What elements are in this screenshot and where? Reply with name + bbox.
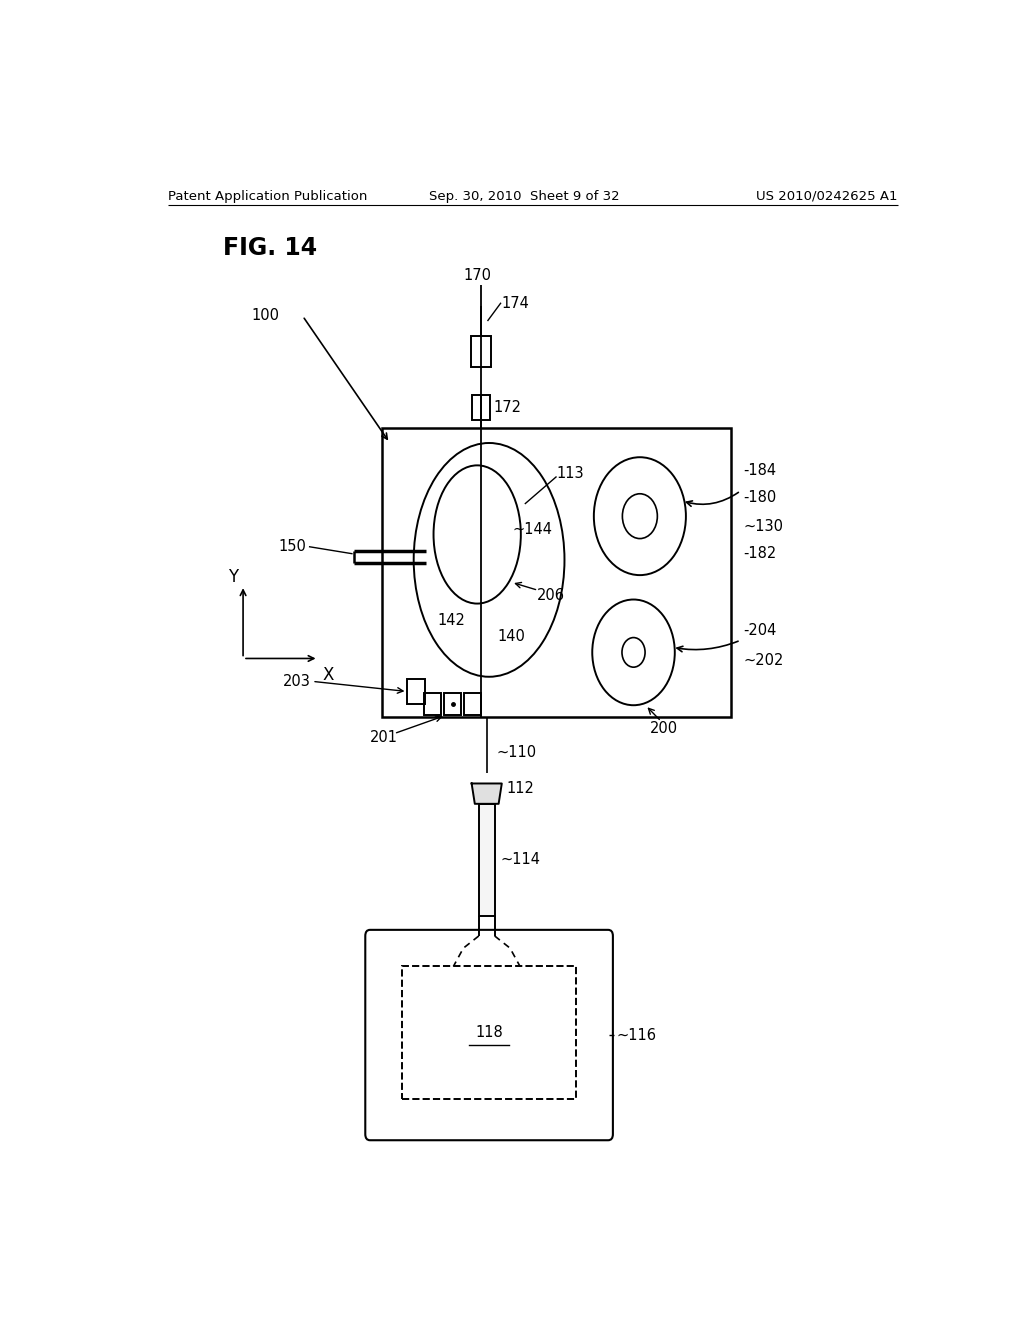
Text: Patent Application Publication: Patent Application Publication [168,190,367,202]
Text: X: X [323,665,334,684]
Text: 170: 170 [463,268,492,282]
Polygon shape [472,784,502,804]
Bar [424,693,441,715]
Text: 118: 118 [475,1026,503,1040]
Text: 206: 206 [537,587,564,603]
Text: FIG. 14: FIG. 14 [223,236,317,260]
Text: 201: 201 [370,730,398,746]
Text: Sep. 30, 2010  Sheet 9 of 32: Sep. 30, 2010 Sheet 9 of 32 [429,190,621,202]
Bar [401,966,577,1098]
Text: 140: 140 [497,628,525,644]
Bar [479,804,495,916]
Text: 142: 142 [437,614,465,628]
Text: -204: -204 [743,623,776,638]
Text: -184: -184 [743,463,776,478]
Bar [471,337,492,367]
Text: 150: 150 [279,539,306,554]
Text: ~144: ~144 [513,521,553,537]
Text: ~130: ~130 [743,519,783,533]
Text: 172: 172 [494,400,521,414]
Text: ~114: ~114 [501,853,541,867]
Bar [382,428,731,718]
Text: 203: 203 [283,673,310,689]
Text: -182: -182 [743,546,776,561]
Bar [408,678,425,704]
Text: Y: Y [228,568,239,586]
Text: 174: 174 [501,296,528,312]
Bar [472,395,489,420]
Text: US 2010/0242625 A1: US 2010/0242625 A1 [757,190,898,202]
Bar [443,693,461,715]
Text: ~110: ~110 [497,746,537,760]
Text: 200: 200 [649,721,678,737]
Text: 113: 113 [557,466,584,480]
Text: 112: 112 [507,781,535,796]
Text: 100: 100 [251,309,279,323]
Bar [464,693,481,715]
Text: ~116: ~116 [616,1027,656,1043]
Text: ~202: ~202 [743,653,783,668]
Text: -180: -180 [743,490,776,506]
